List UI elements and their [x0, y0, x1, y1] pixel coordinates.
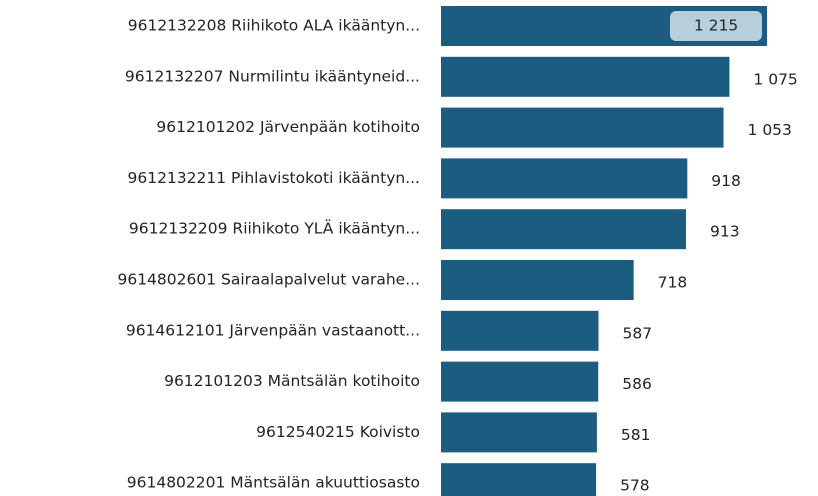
value-label: 913 [710, 223, 740, 241]
bar [441, 158, 688, 199]
bar [441, 209, 686, 250]
bar [441, 361, 599, 402]
value-label: 587 [622, 324, 652, 342]
bar [441, 107, 724, 148]
value-label: 1 053 [748, 121, 792, 139]
value-label: 586 [622, 375, 652, 393]
category-label: 9612132211 Pihlavistokoti ikääntyn... [127, 169, 420, 187]
category-label: 9614612101 Järvenpään vastaanott... [126, 321, 420, 339]
bar [441, 310, 599, 351]
category-label: 9614802601 Sairaalapalvelut varahe... [117, 271, 420, 289]
bar [441, 260, 634, 300]
value-label-box [670, 11, 762, 41]
category-label: 9614802201 Mäntsälän akuuttiosasto [127, 474, 420, 492]
category-label: 9612132207 Nurmilintu ikääntyneid... [125, 67, 420, 85]
category-label: 9612132209 Riihikoto YLÄ ikääntyn... [129, 219, 420, 238]
value-label: 718 [658, 274, 688, 292]
bar [441, 463, 597, 496]
value-label: 1 215 [694, 17, 738, 35]
value-label: 1 075 [753, 70, 797, 88]
bar [441, 412, 597, 453]
bar [441, 56, 730, 97]
category-label: 9612101202 Järvenpään kotihoito [156, 118, 420, 136]
value-label: 918 [711, 172, 741, 190]
category-label: 9612101203 Mäntsälän kotihoito [164, 372, 420, 390]
category-label: 9612132208 Riihikoto ALA ikääntyn... [128, 17, 420, 35]
value-label: 581 [621, 426, 651, 444]
value-label: 578 [620, 477, 650, 495]
category-label: 9612540215 Koivisto [256, 423, 420, 441]
